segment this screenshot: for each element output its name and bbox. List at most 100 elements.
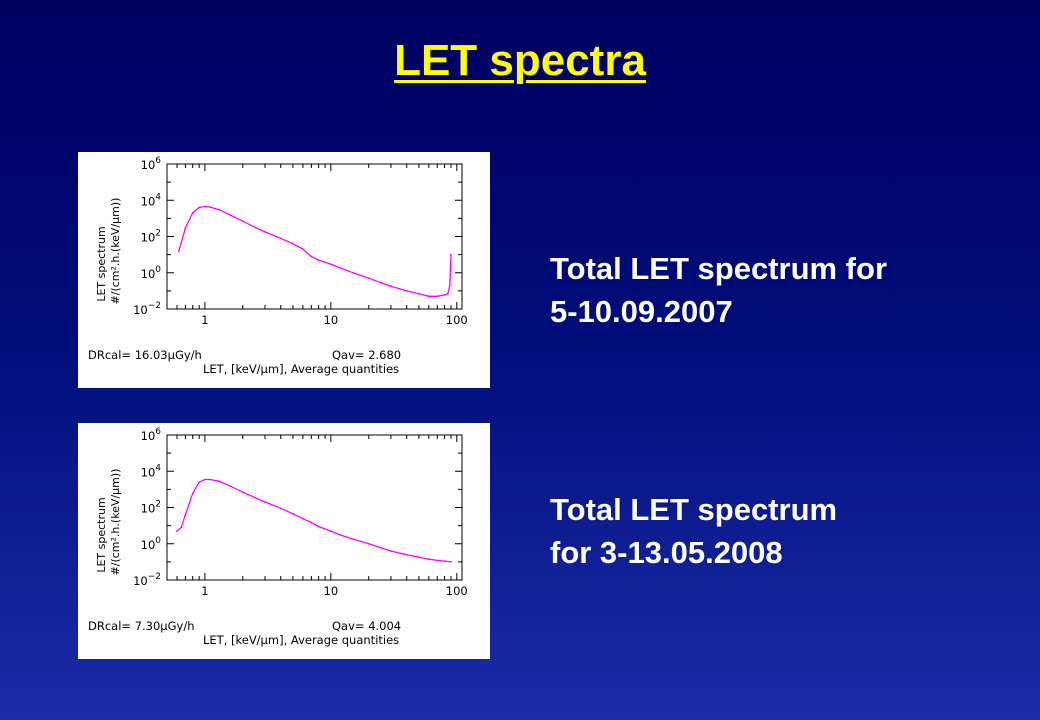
x-tick-label: 1 xyxy=(201,313,208,327)
data-point xyxy=(443,294,446,296)
caption-1-line1: Total LET spectrum for xyxy=(550,251,888,286)
data-point xyxy=(443,560,446,562)
data-point xyxy=(317,259,320,261)
data-point xyxy=(352,271,354,274)
data-point xyxy=(302,248,304,251)
qav-stat: Qav= 4.004 xyxy=(332,619,401,633)
data-point xyxy=(241,491,244,494)
dose-rate-stat: DRcal= 7.30μGy/h xyxy=(88,619,195,633)
data-point xyxy=(380,546,382,549)
data-point xyxy=(292,512,294,515)
y-axis-label-line2: #/(cm².h.(keV/μm)) xyxy=(109,469,122,576)
data-point xyxy=(218,208,221,211)
y-tick-label: 102 xyxy=(141,500,161,516)
let-spectrum-chart-2: 1 10 100 106 104 102 100 10−2 LET spectrum #/(c… xyxy=(78,423,490,659)
data-point xyxy=(279,507,282,510)
plot-area xyxy=(166,163,463,310)
data-point xyxy=(380,281,382,284)
caption-1-line2: 5-10.09.2007 xyxy=(550,294,733,329)
data-point xyxy=(254,496,256,499)
data-point xyxy=(198,206,200,209)
x-axis-label: LET, [keV/μm], Average quantities xyxy=(203,362,399,376)
data-point xyxy=(317,525,320,528)
data-point xyxy=(367,277,370,280)
y-axis-label-line1: LET spectrum xyxy=(95,226,108,301)
data-point xyxy=(279,237,282,240)
x-tick-label: 10 xyxy=(324,584,339,598)
data-point xyxy=(310,521,313,524)
data-point xyxy=(180,526,183,529)
data-point xyxy=(229,214,232,217)
data-point xyxy=(367,542,370,545)
dose-rate-stat: DRcal= 16.03μGy/h xyxy=(88,348,202,362)
data-point xyxy=(302,517,304,520)
caption-1: Total LET spectrum for 5-10.09.2007 xyxy=(550,247,887,333)
data-point xyxy=(352,538,354,540)
data-point xyxy=(418,292,420,295)
y-tick-label: 106 xyxy=(141,427,162,443)
data-point xyxy=(427,295,430,298)
data-point xyxy=(418,556,420,559)
data-point xyxy=(241,220,244,223)
x-tick-label: 100 xyxy=(446,584,468,598)
data-point xyxy=(264,231,266,233)
data-point xyxy=(264,501,266,503)
series-line xyxy=(178,205,452,297)
data-point xyxy=(176,530,178,532)
y-tick-label: 10−2 xyxy=(133,301,161,317)
y-axis-label-line2: #/(cm².h.(keV/μm)) xyxy=(109,198,122,305)
y-tick-label: 104 xyxy=(141,192,162,208)
data-point xyxy=(254,226,256,229)
x-axis-label: LET, [keV/μm], Average quantities xyxy=(203,633,399,647)
y-tick-label: 100 xyxy=(141,265,162,281)
plot-area xyxy=(166,434,463,581)
y-tick-label: 102 xyxy=(141,229,161,245)
caption-2-line1: Total LET spectrum xyxy=(550,492,838,527)
chart-2-svg: 1 10 100 106 104 102 100 10−2 LET spectrum #/(c… xyxy=(88,427,468,647)
data-point xyxy=(450,561,452,563)
data-point xyxy=(450,253,452,256)
data-point xyxy=(427,558,430,561)
y-tick-label: 104 xyxy=(141,463,162,479)
let-spectrum-chart-1: 1 10 100 106 104 102 100 10−2 LET spectrum #/(c… xyxy=(78,152,490,388)
data-point xyxy=(405,290,408,292)
caption-2: Total LET spectrum for 3-13.05.2008 xyxy=(550,488,837,574)
data-point xyxy=(390,550,392,552)
data-point xyxy=(209,478,212,481)
data-point xyxy=(447,292,449,295)
data-point xyxy=(339,534,342,536)
data-point xyxy=(184,513,187,516)
data-point xyxy=(329,530,332,532)
data-point xyxy=(310,255,313,258)
data-point xyxy=(390,285,392,288)
x-tick-label: 100 xyxy=(446,313,468,327)
series-line xyxy=(176,478,452,563)
data-point xyxy=(204,478,206,481)
slide-title: LET spectra xyxy=(394,36,646,85)
y-tick-label: 10−2 xyxy=(133,572,161,588)
y-tick-label: 100 xyxy=(141,536,162,552)
data-point xyxy=(191,212,194,214)
data-point xyxy=(184,227,187,229)
data-point xyxy=(448,284,451,287)
data-point xyxy=(198,481,200,484)
x-tick-label: 10 xyxy=(324,313,339,327)
data-point xyxy=(177,250,180,253)
data-point xyxy=(204,205,206,208)
data-point xyxy=(329,263,332,265)
data-point xyxy=(436,295,439,298)
y-axis-label-line1: LET spectrum xyxy=(95,497,108,572)
data-point xyxy=(191,492,194,495)
y-tick-label: 106 xyxy=(141,156,162,172)
data-point xyxy=(292,242,294,245)
caption-2-line2: for 3-13.05.2008 xyxy=(550,535,783,570)
data-point xyxy=(218,480,221,483)
qav-stat: Qav= 2.680 xyxy=(332,348,401,362)
data-point xyxy=(436,559,439,562)
x-tick-label: 1 xyxy=(201,584,208,598)
data-point xyxy=(405,553,408,556)
chart-1-svg: 1 10 100 106 104 102 100 10−2 LET spectrum #/(c… xyxy=(88,156,468,376)
data-point xyxy=(229,485,232,488)
data-point xyxy=(339,267,342,269)
data-point xyxy=(209,206,212,208)
